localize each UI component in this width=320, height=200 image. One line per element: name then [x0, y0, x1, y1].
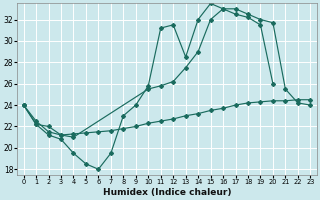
X-axis label: Humidex (Indice chaleur): Humidex (Indice chaleur) [103, 188, 231, 197]
